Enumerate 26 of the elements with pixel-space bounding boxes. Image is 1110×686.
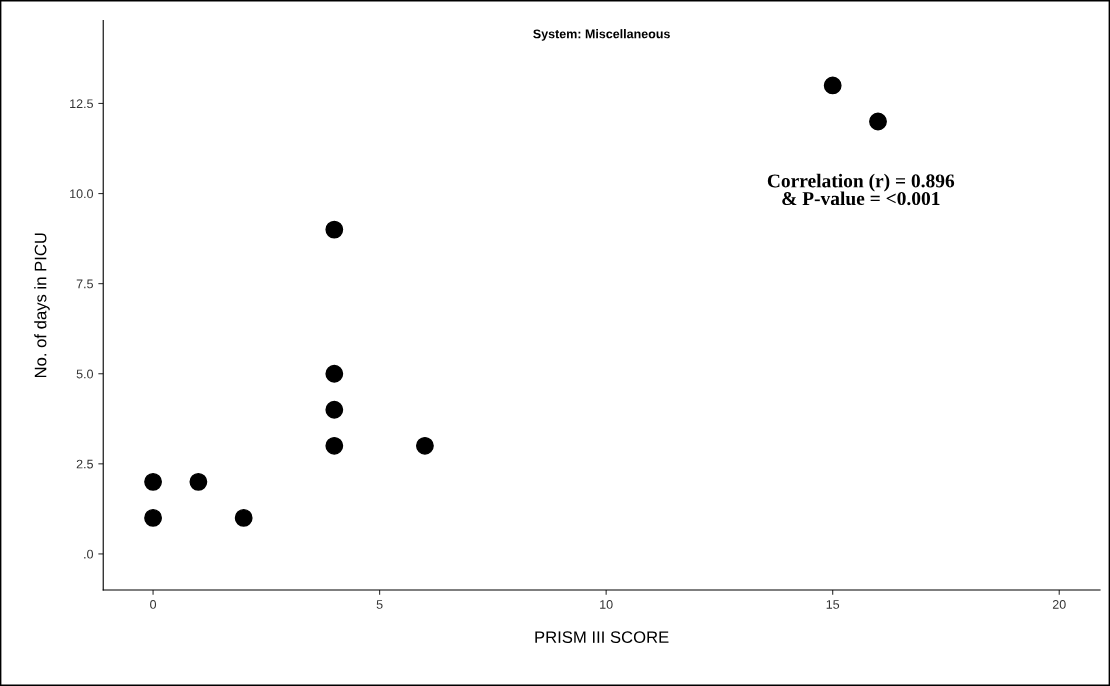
point [325,364,344,383]
x-axis-title: PRISM III SCORE [535,631,669,644]
point [869,112,887,131]
point [325,436,344,455]
point [325,400,344,419]
y-tick-label: 2.5 [76,459,93,469]
point [189,472,208,491]
point [144,508,162,527]
y-tick-label: 5.0 [76,369,94,379]
y-tick-label: 12.5 [70,99,93,109]
annotation: Correlation (r) = 0.896 & P-value = <0.001 [767,173,955,206]
x-tick-label: 0 [150,600,157,609]
y-tick-label: 7.5 [76,279,93,289]
point [416,436,434,455]
y-axis-title: No. of days in PICU [34,233,50,378]
x-tick-label: 20 [1052,600,1066,609]
y-tick-label: 10.0 [70,189,94,199]
x-tick-label: 10 [600,600,613,609]
x-tick-label: 5 [376,600,383,609]
y-tick-label: .0 [84,549,94,559]
point [325,220,344,239]
point [823,76,842,95]
text: System: Miscellaneous [533,29,670,41]
point [234,508,253,527]
x-tick-label: 15 [826,600,840,609]
point [144,472,162,491]
